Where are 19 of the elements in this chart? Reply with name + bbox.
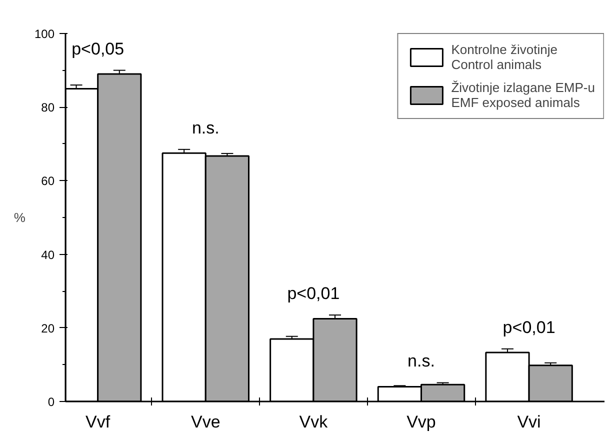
y-tick-label: 20 <box>41 321 55 336</box>
legend-label: Životinje izlagane EMP-u EMF exposed animals <box>451 80 595 110</box>
y-tick-label: 60 <box>41 174 55 188</box>
x-tick-label: Vvp <box>406 412 436 432</box>
y-tick-label: 0 <box>48 395 55 409</box>
y-tick-label: 80 <box>41 100 55 115</box>
y-axis-title: % <box>14 210 26 225</box>
annotation: n.s. <box>408 352 435 371</box>
x-tick-label: Vvi <box>517 412 541 432</box>
y-tick-label: 100 <box>34 27 55 41</box>
annotation: p<0,01 <box>287 284 340 304</box>
legend-label: Kontrolne životinje Control animals <box>451 42 558 72</box>
annotation: p<0,01 <box>502 318 556 337</box>
y-tick-label: 40 <box>41 248 55 262</box>
annotation: p<0,05 <box>72 39 124 58</box>
annotation: n.s. <box>192 118 220 138</box>
x-tick-label: Vve <box>190 412 220 432</box>
x-tick-label: Vvf <box>86 412 110 432</box>
x-tick-label: Vvk <box>299 412 328 432</box>
